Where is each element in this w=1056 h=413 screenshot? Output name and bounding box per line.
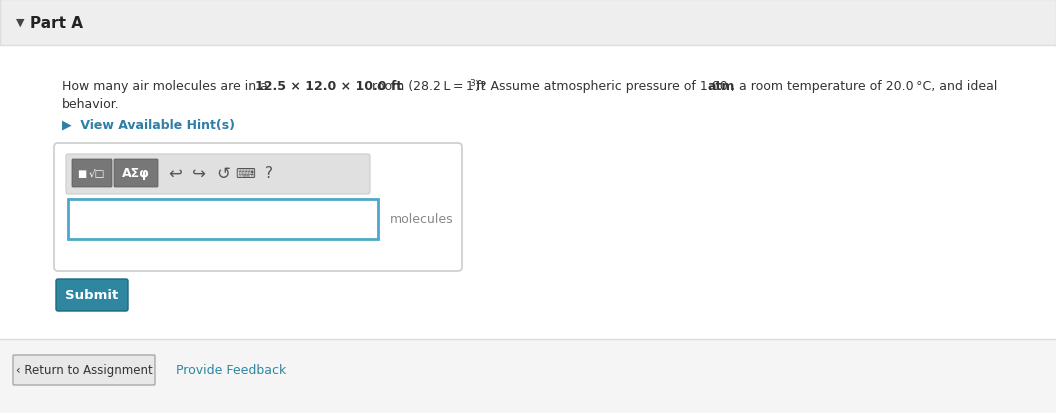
- Text: Submit: Submit: [65, 289, 118, 302]
- Text: ↪: ↪: [192, 165, 206, 183]
- FancyBboxPatch shape: [114, 159, 158, 188]
- Text: atm: atm: [708, 80, 735, 93]
- Text: ▼: ▼: [16, 18, 24, 28]
- Text: molecules: molecules: [390, 213, 454, 226]
- Text: ■: ■: [77, 169, 87, 178]
- Text: ↺: ↺: [216, 165, 230, 183]
- Text: behavior.: behavior.: [62, 98, 119, 111]
- FancyBboxPatch shape: [0, 46, 1056, 413]
- Text: 3: 3: [469, 79, 475, 88]
- FancyBboxPatch shape: [72, 159, 112, 188]
- Text: How many air molecules are in a: How many air molecules are in a: [62, 80, 271, 93]
- Text: ⌨: ⌨: [235, 166, 254, 180]
- Text: )? Assume atmospheric pressure of 1.00: )? Assume atmospheric pressure of 1.00: [475, 80, 731, 93]
- FancyBboxPatch shape: [0, 339, 1056, 413]
- Text: room (28.2 L = 1 ft: room (28.2 L = 1 ft: [367, 80, 486, 93]
- Text: , a room temperature of 20.0 °C, and ideal: , a room temperature of 20.0 °C, and ide…: [731, 80, 997, 93]
- Text: ↩: ↩: [168, 165, 182, 183]
- FancyBboxPatch shape: [65, 154, 370, 195]
- Text: AΣφ: AΣφ: [122, 167, 150, 180]
- Text: Provide Feedback: Provide Feedback: [176, 363, 286, 377]
- FancyBboxPatch shape: [0, 0, 1056, 46]
- Text: ?: ?: [265, 166, 274, 181]
- Text: 12.5 × 12.0 × 10.0 ft: 12.5 × 12.0 × 10.0 ft: [254, 80, 402, 93]
- Text: √□: √□: [89, 169, 106, 178]
- FancyBboxPatch shape: [56, 279, 128, 311]
- Text: Part A: Part A: [30, 15, 83, 31]
- FancyBboxPatch shape: [13, 355, 155, 385]
- FancyBboxPatch shape: [54, 144, 463, 271]
- FancyBboxPatch shape: [68, 199, 378, 240]
- Text: ‹ Return to Assignment: ‹ Return to Assignment: [16, 363, 152, 377]
- Text: ▶  View Available Hint(s): ▶ View Available Hint(s): [62, 118, 235, 131]
